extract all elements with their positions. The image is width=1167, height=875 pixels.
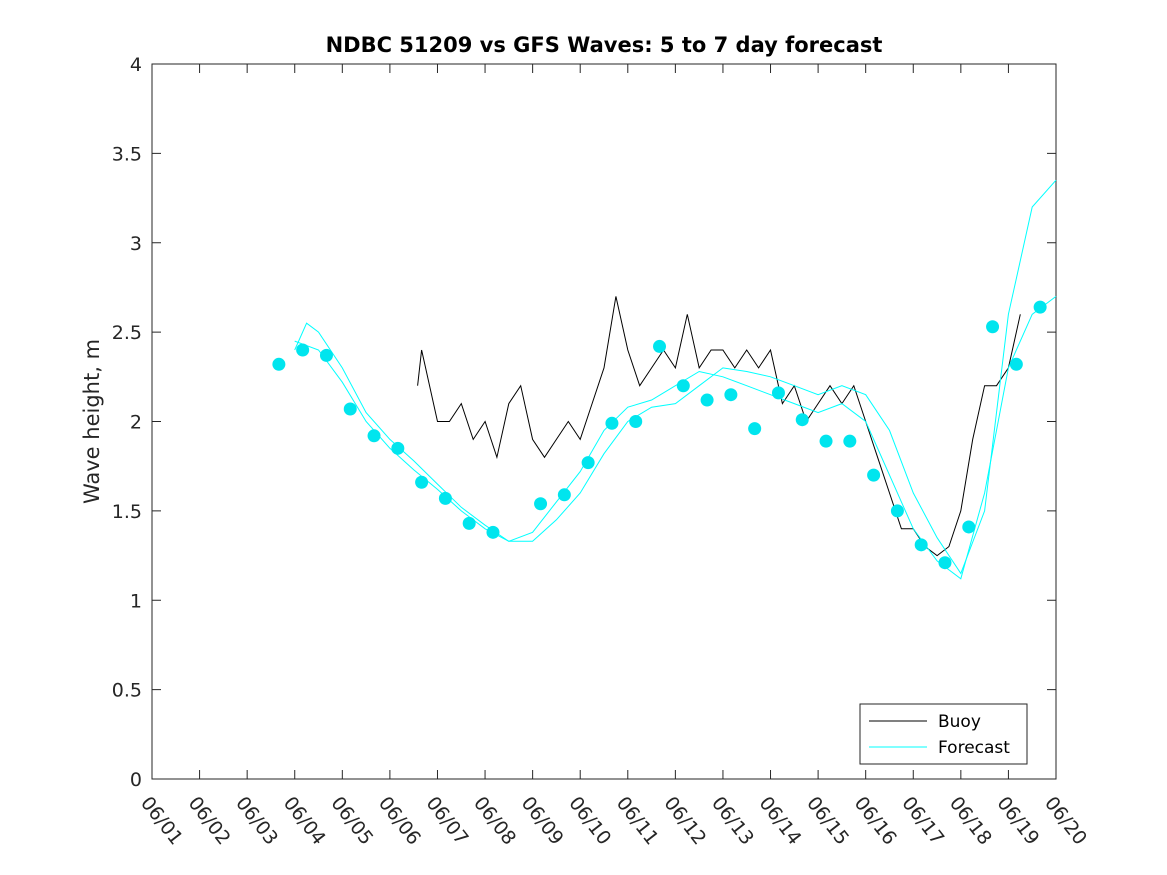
- forecast-marker: [914, 538, 928, 552]
- x-tick-label: 06/05: [326, 793, 377, 850]
- y-tick-label: 0: [130, 769, 142, 791]
- x-tick-label: 06/16: [850, 793, 901, 850]
- x-tick-label: 06/13: [707, 793, 758, 850]
- y-tick-label: 2.5: [112, 322, 142, 344]
- forecast-marker: [296, 343, 310, 357]
- forecast-marker: [938, 556, 952, 570]
- forecast-series-line-2: [294, 179, 1057, 575]
- forecast-marker: [272, 357, 286, 371]
- y-tick-label: 4: [130, 54, 142, 76]
- forecast-marker: [629, 415, 643, 428]
- x-tick-label: 06/02: [184, 793, 235, 850]
- forecast-marker: [653, 339, 667, 353]
- forecast-marker: [700, 393, 714, 407]
- forecast-marker: [367, 429, 381, 443]
- forecast-marker: [748, 422, 762, 436]
- forecast-marker: [962, 520, 976, 534]
- forecast-marker: [343, 402, 357, 416]
- forecast-marker: [462, 516, 476, 530]
- forecast-marker: [843, 434, 857, 448]
- forecast-marker: [391, 441, 405, 455]
- y-tick-label: 3.5: [112, 143, 142, 165]
- forecast-marker: [771, 386, 785, 400]
- x-tick-label: 06/17: [897, 793, 948, 850]
- forecast-marker: [557, 488, 571, 502]
- axes-frame: [151, 63, 1057, 780]
- y-tick-label: 3: [130, 233, 142, 255]
- forecast-marker: [534, 497, 548, 511]
- x-tick-label: 06/18: [945, 793, 996, 850]
- y-tick-label: 1: [130, 590, 142, 612]
- forecast-marker: [795, 413, 809, 427]
- y-tick-label: 1.5: [112, 501, 142, 523]
- x-tick-label: 06/03: [231, 793, 282, 850]
- forecast-marker: [319, 348, 333, 362]
- forecast-marker: [724, 388, 738, 402]
- x-tick-label: 06/04: [279, 793, 330, 850]
- y-axis-label: Wave height, m: [80, 339, 104, 504]
- forecast-marker: [867, 468, 881, 482]
- x-tick-label: 06/12: [659, 793, 710, 850]
- x-tick-label: 06/11: [612, 793, 663, 850]
- legend-label-forecast: Forecast: [938, 738, 1010, 758]
- forecast-marker: [890, 504, 904, 518]
- forecast-marker: [1033, 300, 1047, 314]
- x-tick-label: 06/01: [136, 793, 187, 850]
- forecast-marker: [438, 491, 452, 505]
- x-tick-label: 06/14: [755, 793, 806, 850]
- forecast-marker: [605, 416, 619, 430]
- x-tick-label: 06/07: [422, 793, 473, 850]
- forecast-marker: [581, 456, 595, 470]
- x-tick-label: 06/19: [992, 793, 1043, 850]
- legend-label-buoy: Buoy: [938, 712, 981, 732]
- buoy-series-line: [417, 296, 1021, 557]
- forecast-marker: [986, 320, 1000, 334]
- legend: Buoy Forecast: [859, 703, 1028, 765]
- forecast-marker: [819, 434, 833, 448]
- x-tick-label: 06/10: [564, 793, 615, 850]
- y-tick-label: 2: [130, 412, 142, 434]
- forecast-marker: [676, 379, 690, 393]
- x-tick-label: 06/06: [374, 793, 425, 850]
- legend-box: [859, 703, 1028, 765]
- x-tick-label: 06/15: [802, 793, 853, 850]
- x-tick-label: 06/20: [1040, 793, 1091, 850]
- chart-title: NDBC 51209 vs GFS Waves: 5 to 7 day fore…: [326, 33, 883, 57]
- forecast-series-line-1: [294, 296, 1057, 580]
- forecast-marker: [1009, 357, 1023, 371]
- forecast-marker: [486, 525, 500, 539]
- x-tick-label: 06/08: [469, 793, 520, 850]
- x-tick-label: 06/09: [517, 793, 568, 850]
- forecast-marker: [415, 475, 429, 489]
- y-tick-label: 0.5: [112, 680, 142, 702]
